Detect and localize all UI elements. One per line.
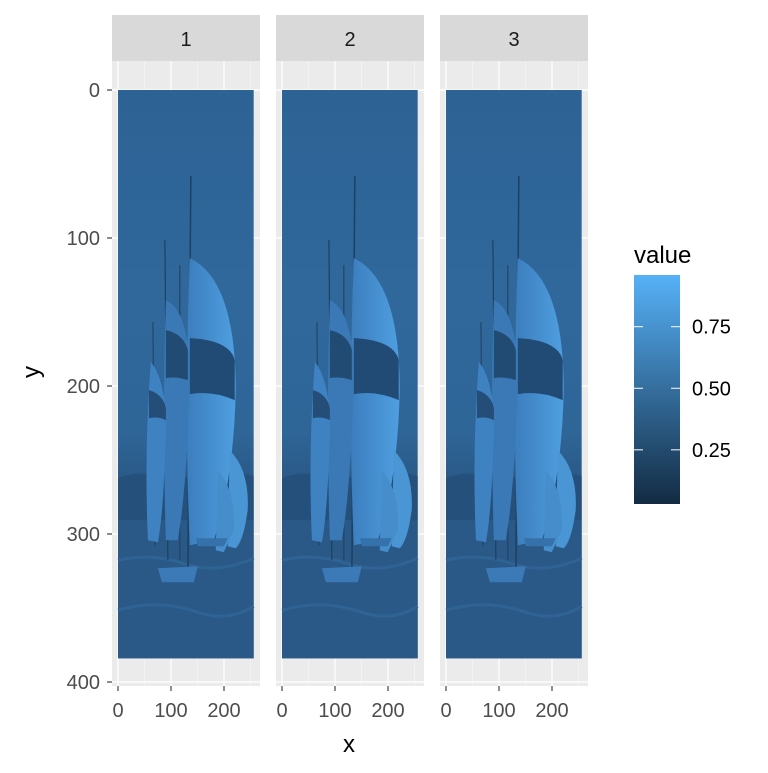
facet-label: 1	[180, 29, 191, 51]
facet-strip	[112, 15, 260, 61]
facet-strip	[440, 15, 588, 61]
legend-colorbar	[634, 275, 680, 504]
raster-image	[444, 88, 584, 660]
y-tick-label: 300	[67, 524, 100, 546]
x-axis-title: x	[343, 731, 355, 758]
x-tick-label: 100	[482, 700, 515, 722]
y-axis-title: y	[18, 366, 45, 378]
x-tick-label: 0	[112, 700, 123, 722]
raster-photo	[280, 88, 420, 660]
raster-photo	[116, 88, 256, 660]
y-tick-label: 200	[67, 376, 100, 398]
facet-label: 2	[344, 29, 355, 51]
x-tick-label: 200	[371, 700, 404, 722]
legend-label: 0.50	[692, 378, 731, 400]
facet-strip	[276, 15, 424, 61]
x-tick-label: 0	[276, 700, 287, 722]
y-tick-label: 0	[89, 80, 100, 102]
y-tick-label: 100	[67, 228, 100, 250]
legend-label: 0.75	[692, 317, 731, 339]
x-tick-label: 100	[318, 700, 351, 722]
raster-image	[116, 88, 256, 660]
x-tick-label: 0	[440, 700, 451, 722]
facet-label: 3	[508, 29, 519, 51]
x-tick-label: 200	[207, 700, 240, 722]
x-tick-label: 200	[535, 700, 568, 722]
legend-label: 0.25	[692, 440, 731, 462]
y-tick-label: 400	[67, 672, 100, 694]
legend-title: value	[634, 242, 691, 269]
raster-image	[280, 88, 420, 660]
raster-photo	[444, 88, 584, 660]
x-tick-label: 100	[154, 700, 187, 722]
